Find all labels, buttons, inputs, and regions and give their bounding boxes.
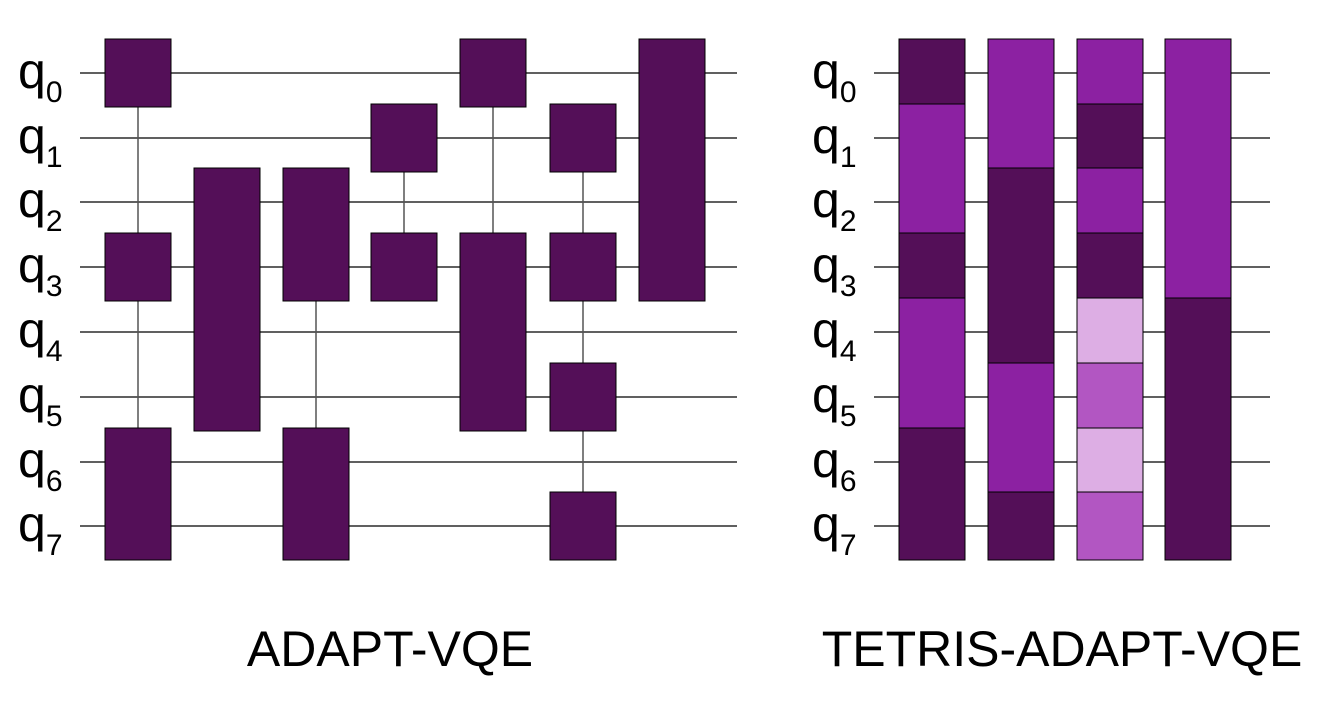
- qubit-label-index: 4: [840, 335, 857, 368]
- qubit-label-name: q: [18, 237, 46, 293]
- qubit-label-index: 6: [840, 465, 857, 498]
- qubit-label-index: 3: [46, 270, 63, 303]
- gate-block: [987, 167, 1055, 367]
- qubit-label-index: 2: [840, 205, 857, 238]
- qubit-label-name: q: [18, 496, 46, 552]
- gate-block: [987, 491, 1055, 561]
- qubit-label-1: q1: [18, 108, 63, 174]
- gate-block: [282, 427, 350, 561]
- qubit-label-2: q2: [812, 172, 857, 238]
- gate-block: [549, 103, 617, 173]
- gate-block: [370, 232, 438, 302]
- gate-block: [1164, 38, 1232, 302]
- qubit-label-index: 1: [840, 141, 857, 174]
- gate-block: [282, 167, 350, 302]
- qubit-label-name: q: [812, 302, 840, 358]
- qubit-label-index: 0: [840, 76, 857, 109]
- gate-block: [1076, 232, 1144, 302]
- qubit-label-name: q: [812, 43, 840, 99]
- gate-block: [1076, 167, 1144, 237]
- gate-block: [1076, 362, 1144, 432]
- qubit-label-name: q: [18, 108, 46, 164]
- qubit-label-index: 0: [46, 76, 63, 109]
- gate-block: [549, 491, 617, 561]
- qubit-label-4: q4: [18, 302, 63, 368]
- gate-block: [898, 38, 966, 108]
- qubit-label-name: q: [18, 432, 46, 488]
- gate-block: [459, 232, 527, 432]
- qubit-label-name: q: [812, 108, 840, 164]
- qubit-label-0: q0: [18, 43, 63, 109]
- qubit-label-name: q: [18, 172, 46, 228]
- qubit-label-name: q: [812, 367, 840, 423]
- qubit-label-6: q6: [812, 432, 857, 498]
- gate-block: [104, 232, 172, 302]
- gate-block: [549, 362, 617, 432]
- qubit-label-7: q7: [812, 496, 857, 562]
- qubit-label-name: q: [18, 43, 46, 99]
- gate-block: [1076, 38, 1144, 108]
- gate-block: [104, 427, 172, 561]
- qubit-label-name: q: [18, 302, 46, 358]
- qubit-label-index: 7: [46, 529, 63, 562]
- gate-block: [1076, 103, 1144, 173]
- gate-block: [898, 297, 966, 432]
- qubit-label-6: q6: [18, 432, 63, 498]
- gate-block: [898, 232, 966, 302]
- gate-block: [1076, 427, 1144, 497]
- qubit-label-3: q3: [18, 237, 63, 303]
- adapt-vqe-title: ADAPT-VQE: [247, 621, 533, 677]
- qubit-label-2: q2: [18, 172, 63, 238]
- qubit-label-name: q: [812, 237, 840, 293]
- gate-block: [987, 362, 1055, 497]
- qubit-label-3: q3: [812, 237, 857, 303]
- qubit-label-index: 2: [46, 205, 63, 238]
- qubit-label-4: q4: [812, 302, 857, 368]
- qubit-label-5: q5: [18, 367, 63, 433]
- qubit-label-index: 5: [840, 400, 857, 433]
- gate-block: [1164, 297, 1232, 561]
- qubit-label-5: q5: [812, 367, 857, 433]
- qubit-label-0: q0: [812, 43, 857, 109]
- qubit-label-index: 5: [46, 400, 63, 433]
- gate-block: [987, 38, 1055, 173]
- gate-block: [459, 38, 527, 108]
- qubit-label-7: q7: [18, 496, 63, 562]
- qubit-label-index: 4: [46, 335, 63, 368]
- gate-block: [1076, 491, 1144, 561]
- gate-block: [898, 103, 966, 237]
- gate-block: [898, 427, 966, 561]
- gate-block: [638, 38, 706, 302]
- gate-block: [1076, 297, 1144, 367]
- gate-block: [104, 38, 172, 108]
- gate-block: [549, 232, 617, 302]
- qubit-label-index: 3: [840, 270, 857, 303]
- qubit-label-1: q1: [812, 108, 857, 174]
- qubit-label-index: 7: [840, 529, 857, 562]
- qubit-label-name: q: [812, 496, 840, 552]
- qubit-label-index: 1: [46, 141, 63, 174]
- qubit-label-name: q: [18, 367, 46, 423]
- tetris-adapt-vqe-title: TETRIS-ADAPT-VQE: [822, 621, 1303, 677]
- qubit-label-name: q: [812, 432, 840, 488]
- qubit-label-name: q: [812, 172, 840, 228]
- gate-block: [193, 167, 261, 432]
- gate-block: [370, 103, 438, 173]
- qubit-label-index: 6: [46, 465, 63, 498]
